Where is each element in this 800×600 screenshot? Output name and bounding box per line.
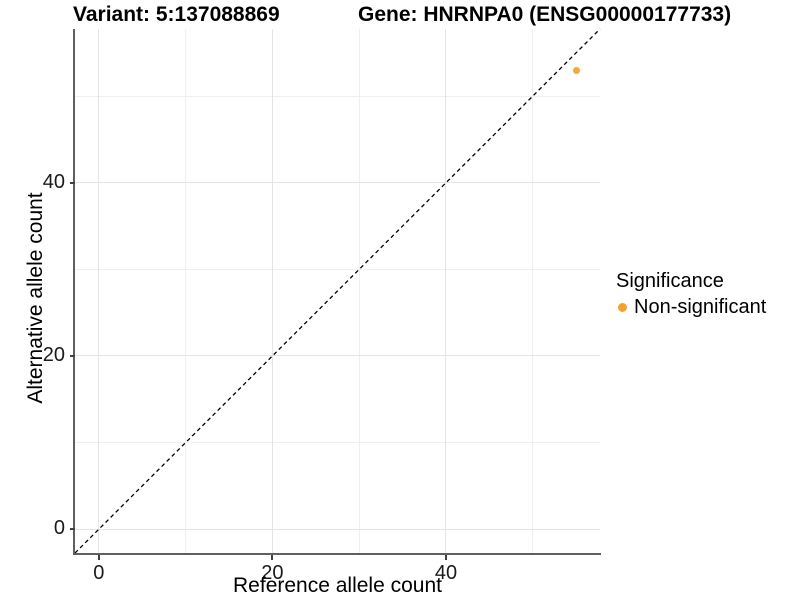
y-tick-label: 0 <box>53 517 65 540</box>
y-axis-title: Alternative allele count <box>24 192 47 404</box>
data-point <box>572 66 580 74</box>
y-tick-mark <box>70 181 75 184</box>
legend-item-label: Non-significant <box>634 296 767 318</box>
legend-point-icon <box>618 303 627 312</box>
gridline-x-major <box>445 29 447 553</box>
y-tick-mark <box>70 528 75 531</box>
plot-title-variant: Variant: 5:137088869 <box>73 3 280 26</box>
gridline-y-minor <box>75 268 600 270</box>
gridline-x-minor <box>358 29 360 553</box>
gridline-x-minor <box>532 29 534 553</box>
identity-dashed-line <box>74 28 601 554</box>
gridline-y-major <box>75 182 600 184</box>
y-tick-mark <box>70 354 75 357</box>
legend-item: Non-significant <box>616 296 766 319</box>
x-tick-mark <box>444 555 447 560</box>
gridline-y-major <box>75 528 600 530</box>
y-axis: 0 20 40 <box>0 29 75 553</box>
y-tick-label: 40 <box>42 170 65 193</box>
legend: Significance Non-significant <box>616 270 766 319</box>
legend-items: Non-significant <box>616 296 766 319</box>
x-axis: 0 20 40 <box>75 555 600 595</box>
y-tick-label: 20 <box>42 343 65 366</box>
x-tick-label: 20 <box>261 562 284 584</box>
gridline-y-major <box>75 355 600 357</box>
x-tick-label: 40 <box>434 562 458 584</box>
gridline-y-minor <box>75 95 600 97</box>
plot-title-gene: Gene: HNRNPA0 (ENSG00000177733) <box>358 3 732 26</box>
x-axis-title: Reference allele count <box>233 574 442 597</box>
legend-title: Significance <box>616 270 724 292</box>
x-axis-line <box>73 553 601 555</box>
x-tick-label: 0 <box>93 562 105 584</box>
plot-panel <box>74 28 601 554</box>
shape-layer <box>74 28 601 554</box>
x-tick-mark <box>271 555 274 560</box>
gridline-x-minor <box>185 29 187 553</box>
gridline-x-major <box>98 29 100 553</box>
x-tick-mark <box>97 555 100 560</box>
y-axis-line <box>73 29 75 555</box>
gridline-x-major <box>271 29 273 553</box>
gridline-y-minor <box>75 442 600 444</box>
